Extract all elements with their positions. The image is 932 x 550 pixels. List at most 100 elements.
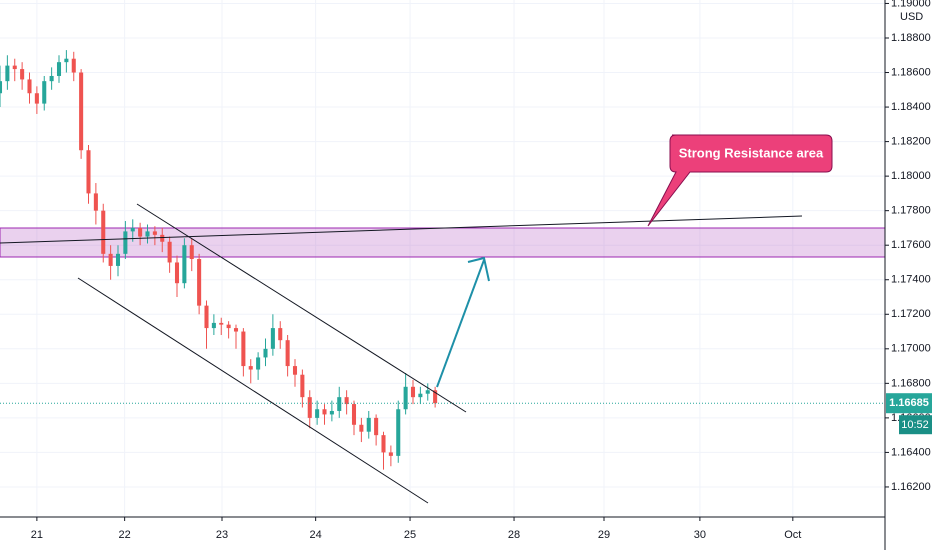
candle-body (12, 65, 17, 70)
candle-body (315, 409, 320, 418)
candle-body (123, 231, 128, 254)
x-tick-label: 29 (598, 529, 610, 541)
y-tick-label: 1.17800 (891, 205, 931, 217)
candle-body (300, 374, 305, 398)
y-tick-label: 1.16800 (891, 377, 931, 389)
candle-body (93, 193, 98, 211)
candle-body (0, 81, 3, 94)
currency: USD (900, 11, 923, 23)
candle-body (344, 397, 349, 405)
x-tick-label: 24 (310, 529, 322, 541)
candle-body (241, 331, 246, 367)
candle-body (374, 417, 379, 436)
candle-body (270, 328, 275, 349)
candle-body (322, 409, 327, 415)
candle-body (49, 75, 54, 82)
candle-body (167, 241, 172, 263)
candle-body (425, 390, 430, 394)
candle-body (219, 322, 224, 325)
x-tick-label: 28 (508, 529, 520, 541)
y-tick-label: 1.19000 (891, 0, 931, 9)
candle-body (5, 65, 10, 82)
candle-body (381, 435, 386, 453)
candle-body (211, 322, 216, 329)
candle-body (108, 253, 113, 266)
candle-body (115, 253, 121, 266)
candle-body (71, 58, 76, 73)
channel-upper (136, 203, 467, 413)
candle-body (337, 397, 342, 411)
candle-body (278, 328, 283, 341)
candle-body (226, 324, 231, 329)
candle-body (307, 397, 312, 418)
candle-body (351, 404, 357, 425)
candle-body (329, 410, 334, 415)
candle-body (27, 79, 32, 94)
y-tick-label: 1.18600 (891, 66, 931, 78)
y-tick-label: 1.17200 (891, 308, 931, 320)
x-tick-label: 23 (216, 529, 228, 541)
y-tick-label: 1.18800 (891, 32, 931, 44)
candle-body (418, 393, 423, 398)
candle-body (101, 210, 106, 254)
x-tick-label: 22 (119, 529, 131, 541)
axes: 1.162001.164001.166001.168001.170001.172… (31, 0, 932, 541)
candle-body (182, 245, 187, 284)
candle-body (263, 348, 268, 358)
candle-body (138, 227, 143, 237)
candle-body (130, 227, 135, 232)
candle-body (20, 69, 25, 80)
price-label: 1.16685 (889, 397, 929, 409)
channel-lower (77, 277, 429, 504)
countdown-box (899, 415, 932, 435)
candle-body (233, 328, 239, 332)
candle-body (388, 452, 393, 456)
candle-body (174, 262, 180, 284)
x-tick-label: Oct (784, 529, 801, 541)
candle-body (403, 386, 408, 410)
trend-line (0, 215, 803, 244)
x-tick-label: 30 (694, 529, 706, 541)
y-tick-label: 1.17400 (891, 274, 931, 286)
callout (647, 134, 833, 227)
candle-body (292, 366, 298, 375)
candle-body (56, 62, 62, 76)
x-tick-label: 21 (31, 529, 43, 541)
candle-body (189, 245, 194, 260)
y-tick-label: 1.18400 (891, 101, 931, 113)
candle-body (248, 366, 253, 370)
annotation: Strong Resistance area (679, 145, 824, 160)
candle-body (359, 424, 364, 432)
candles (0, 50, 885, 470)
y-tick-label: 1.16200 (891, 481, 931, 493)
candle-body (410, 386, 416, 398)
y-tick-label: 1.18200 (891, 136, 931, 148)
countdown: 10:52 (901, 419, 929, 431)
candle-body (204, 305, 209, 329)
candle-body (86, 150, 91, 194)
candle-body (34, 93, 39, 104)
candle-body (42, 81, 47, 104)
candle-body (145, 231, 150, 237)
candle-body (433, 390, 438, 404)
y-tick-label: 1.17600 (891, 239, 931, 251)
candle-body (366, 417, 371, 432)
candle-body (160, 234, 165, 242)
grid (0, 0, 885, 517)
candle-body (197, 259, 202, 306)
candle-body (256, 357, 261, 370)
candle-body (152, 231, 157, 235)
candle-body (396, 409, 401, 456)
x-tick-label: 25 (404, 529, 416, 541)
y-tick-label: 1.17000 (891, 343, 931, 355)
price-label-box (886, 393, 932, 414)
candle-body (64, 58, 69, 63)
candle-body (79, 72, 84, 151)
y-tick-label: 1.16400 (891, 446, 931, 458)
projection-arrow (436, 259, 485, 388)
arrow-head (467, 256, 490, 282)
candle-body (285, 340, 290, 367)
